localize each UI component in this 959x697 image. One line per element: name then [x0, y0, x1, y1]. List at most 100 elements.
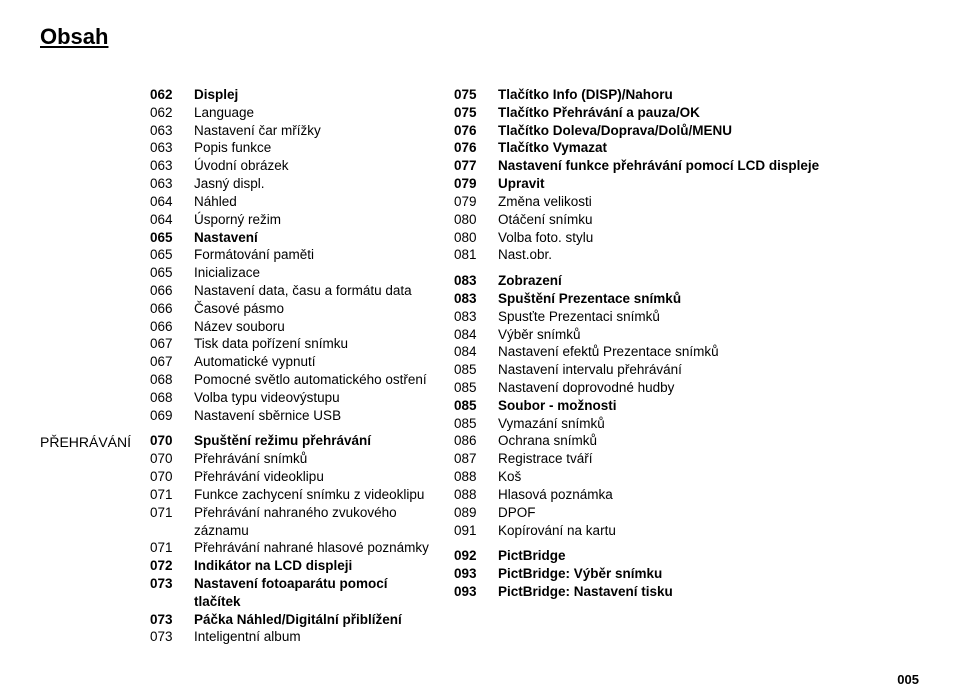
toc-page-ref: 081: [454, 246, 484, 264]
toc-page-ref: 071: [150, 539, 180, 557]
toc-row: 064 Úsporný režim: [150, 211, 430, 229]
toc-row: 086Ochrana snímků: [454, 432, 919, 450]
toc-row: 063Úvodní obrázek: [150, 157, 430, 175]
toc-entry-text: Tlačítko Doleva/Doprava/Dolů/MENU: [498, 122, 919, 140]
toc-row: 080Volba foto. stylu: [454, 229, 919, 247]
toc-page-ref: 067: [150, 353, 180, 371]
toc-page-ref: 065: [150, 264, 180, 282]
toc-entry-text: Zobrazení: [498, 272, 919, 290]
toc-row: 091Kopírování na kartu: [454, 522, 919, 540]
toc-row: 075Tlačítko Přehrávání a pauza/OK: [454, 104, 919, 122]
toc-entry-text: Přehrávání snímků: [194, 450, 430, 468]
toc-page-ref: 073: [150, 611, 180, 629]
toc-row: 064Náhled: [150, 193, 430, 211]
toc-page-ref: 064: [150, 211, 180, 229]
toc-entry-text: Upravit: [498, 175, 919, 193]
toc-page-ref: 071: [150, 486, 180, 504]
toc-entry-text: Nastavení: [194, 229, 430, 247]
toc-page: Obsah 062Displej062Language063Nastavení …: [0, 0, 959, 697]
toc-entry-text: Formátování paměti: [194, 246, 430, 264]
toc-page-ref: 085: [454, 361, 484, 379]
toc-row: 092PictBridge: [454, 547, 919, 565]
toc-entry-text: Hlasová poznámka: [498, 486, 919, 504]
toc-row: 067Automatické vypnutí: [150, 353, 430, 371]
toc-row: 085 Nastavení intervalu přehrávání: [454, 361, 919, 379]
toc-entry-text: Nastavení doprovodné hudby: [498, 379, 919, 397]
toc-row: 085Vymazání snímků: [454, 415, 919, 433]
toc-entry-text: Nastavení funkce přehrávání pomocí LCD d…: [498, 157, 919, 175]
toc-page-ref: 076: [454, 139, 484, 157]
toc-row: 073 Páčka Náhled/Digitální přiblížení: [150, 611, 430, 629]
toc-row: 073Nastavení fotoaparátu pomocí tlačítek: [150, 575, 430, 611]
toc-row: 077Nastavení funkce přehrávání pomocí LC…: [454, 157, 919, 175]
toc-page-ref: 063: [150, 157, 180, 175]
toc-page-ref: 080: [454, 229, 484, 247]
toc-row: 088Hlasová poznámka: [454, 486, 919, 504]
toc-row: 063Jasný displ.: [150, 175, 430, 193]
toc-entry-text: Spuštění režimu přehrávání: [194, 432, 430, 450]
toc-page-ref: 066: [150, 300, 180, 318]
toc-entry-text: Páčka Náhled/Digitální přiblížení: [194, 611, 430, 629]
toc-row: 093PictBridge: Výběr snímku: [454, 565, 919, 583]
toc-entry-text: Časové pásmo: [194, 300, 430, 318]
toc-row: 084Nastavení efektů Prezentace snímků: [454, 343, 919, 361]
toc-entry-text: Volba typu videovýstupu: [194, 389, 430, 407]
toc-entry-text: Soubor - možnosti: [498, 397, 919, 415]
toc-entry-text: Otáčení snímku: [498, 211, 919, 229]
section-label: PŘEHRÁVÁNÍ: [40, 432, 150, 646]
toc-entry-text: PictBridge: Výběr snímku: [498, 565, 919, 583]
toc-page-ref: 066: [150, 318, 180, 336]
toc-entry-text: Nastavení efektů Prezentace snímků: [498, 343, 919, 361]
toc-entry-text: Vymazání snímků: [498, 415, 919, 433]
toc-page-ref: 076: [454, 122, 484, 140]
left-bottom-entries: 070Spuštění režimu přehrávání070Přehrává…: [150, 432, 430, 646]
left-entries: 062Displej062Language063Nastavení čar mř…: [150, 86, 430, 424]
right-entries: 075 Tlačítko Info (DISP)/Nahoru075Tlačítk…: [454, 86, 919, 646]
toc-row: 062Language: [150, 104, 430, 122]
toc-entry-text: Tlačítko Info (DISP)/Nahoru: [498, 86, 919, 104]
toc-entry-text: Název souboru: [194, 318, 430, 336]
toc-page-ref: 071: [150, 504, 180, 540]
toc-entry-text: Tisk data pořízení snímku: [194, 335, 430, 353]
toc-page-ref: 089: [454, 504, 484, 522]
toc-page-ref: 067: [150, 335, 180, 353]
toc-page-ref: 084: [454, 326, 484, 344]
toc-row: 073Inteligentní album: [150, 628, 430, 646]
toc-entry-text: Přehrávání videoklipu: [194, 468, 430, 486]
toc-page-ref: 092: [454, 547, 484, 565]
toc-row: 065Nastavení: [150, 229, 430, 247]
page-title: Obsah: [40, 24, 919, 50]
toc-entry-text: Inteligentní album: [194, 628, 430, 646]
toc-row: 065 Inicializace: [150, 264, 430, 282]
toc-row: 081Nast.obr.: [454, 246, 919, 264]
toc-row: 066 Název souboru: [150, 318, 430, 336]
toc-entry-text: PictBridge: Nastavení tisku: [498, 583, 919, 601]
toc-entry-text: Jasný displ.: [194, 175, 430, 193]
toc-entry-text: Pomocné světlo automatického ostření: [194, 371, 430, 389]
toc-page-ref: 064: [150, 193, 180, 211]
toc-entry-text: Inicializace: [194, 264, 430, 282]
toc-page-ref: 075: [454, 104, 484, 122]
toc-entry-text: Registrace tváří: [498, 450, 919, 468]
toc-row: 068Volba typu videovýstupu: [150, 389, 430, 407]
toc-row: 069Nastavení sběrnice USB: [150, 407, 430, 425]
toc-row: 071 Přehrávání nahrané hlasové poznámky: [150, 539, 430, 557]
toc-entry-text: Nastavení čar mřížky: [194, 122, 430, 140]
toc-page-ref: 072: [150, 557, 180, 575]
toc-entry-text: Přehrávání nahrané hlasové poznámky: [194, 539, 430, 557]
toc-entry-text: Nastavení intervalu přehrávání: [498, 361, 919, 379]
toc-page-ref: 068: [150, 371, 180, 389]
toc-row: 085Soubor - možnosti: [454, 397, 919, 415]
page-number: 005: [897, 672, 919, 687]
toc-entry-text: Ochrana snímků: [498, 432, 919, 450]
toc-entry-text: Nastavení data, času a formátu data: [194, 282, 430, 300]
toc-page-ref: 070: [150, 468, 180, 486]
toc-row: 089DPOF: [454, 504, 919, 522]
toc-entry-text: Úsporný režim: [194, 211, 430, 229]
toc-entry-text: Funkce zachycení snímku z videoklipu: [194, 486, 430, 504]
toc-page-ref: 062: [150, 86, 180, 104]
toc-entry-text: Indikátor na LCD displeji: [194, 557, 430, 575]
left-upper-block: 062Displej062Language063Nastavení čar mř…: [40, 86, 430, 424]
toc-row: 066Nastavení data, času a formátu data: [150, 282, 430, 300]
toc-row: 063Nastavení čar mřížky: [150, 122, 430, 140]
